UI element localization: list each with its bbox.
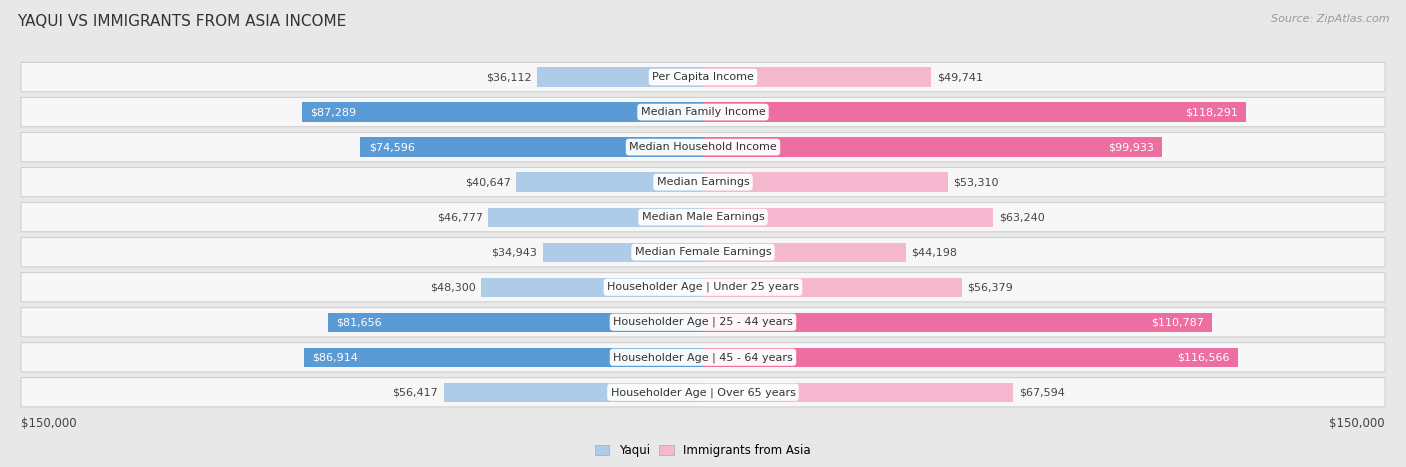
Bar bbox=[703, 277, 962, 297]
Text: $81,656: $81,656 bbox=[336, 317, 382, 327]
FancyBboxPatch shape bbox=[21, 378, 1385, 407]
Text: $53,310: $53,310 bbox=[953, 177, 998, 187]
Legend: Yaqui, Immigrants from Asia: Yaqui, Immigrants from Asia bbox=[591, 439, 815, 462]
FancyBboxPatch shape bbox=[21, 168, 1385, 197]
FancyBboxPatch shape bbox=[21, 203, 1385, 232]
Text: $48,300: $48,300 bbox=[430, 282, 475, 292]
Text: $34,943: $34,943 bbox=[491, 247, 537, 257]
Text: Householder Age | Over 65 years: Householder Age | Over 65 years bbox=[610, 387, 796, 397]
Text: $150,000: $150,000 bbox=[1330, 417, 1385, 431]
Bar bbox=[516, 172, 703, 192]
Bar bbox=[703, 242, 905, 262]
Text: Median Earnings: Median Earnings bbox=[657, 177, 749, 187]
Text: $46,777: $46,777 bbox=[437, 212, 482, 222]
Bar bbox=[444, 382, 703, 402]
Text: YAQUI VS IMMIGRANTS FROM ASIA INCOME: YAQUI VS IMMIGRANTS FROM ASIA INCOME bbox=[17, 14, 346, 29]
Text: $49,741: $49,741 bbox=[936, 72, 983, 82]
Text: Householder Age | 45 - 64 years: Householder Age | 45 - 64 years bbox=[613, 352, 793, 362]
Text: Median Female Earnings: Median Female Earnings bbox=[634, 247, 772, 257]
Text: Median Family Income: Median Family Income bbox=[641, 107, 765, 117]
Text: $110,787: $110,787 bbox=[1150, 317, 1204, 327]
Text: $99,933: $99,933 bbox=[1108, 142, 1154, 152]
Text: $74,596: $74,596 bbox=[368, 142, 415, 152]
Bar bbox=[543, 242, 703, 262]
Text: $63,240: $63,240 bbox=[1000, 212, 1045, 222]
Text: $118,291: $118,291 bbox=[1185, 107, 1239, 117]
FancyBboxPatch shape bbox=[21, 63, 1385, 92]
Bar bbox=[703, 67, 931, 87]
Text: $44,198: $44,198 bbox=[911, 247, 957, 257]
Bar bbox=[703, 312, 1212, 332]
Bar bbox=[488, 207, 703, 227]
Text: $40,647: $40,647 bbox=[465, 177, 510, 187]
FancyBboxPatch shape bbox=[21, 343, 1385, 372]
Bar bbox=[703, 382, 1014, 402]
Text: $36,112: $36,112 bbox=[486, 72, 531, 82]
Text: $56,417: $56,417 bbox=[392, 387, 439, 397]
Text: Householder Age | 25 - 44 years: Householder Age | 25 - 44 years bbox=[613, 317, 793, 327]
Bar bbox=[302, 102, 703, 122]
Text: $116,566: $116,566 bbox=[1178, 352, 1230, 362]
Bar bbox=[703, 347, 1239, 367]
FancyBboxPatch shape bbox=[21, 133, 1385, 162]
FancyBboxPatch shape bbox=[21, 98, 1385, 127]
Text: Per Capita Income: Per Capita Income bbox=[652, 72, 754, 82]
Text: $150,000: $150,000 bbox=[21, 417, 76, 431]
Bar bbox=[703, 102, 1246, 122]
Bar bbox=[328, 312, 703, 332]
Bar bbox=[703, 137, 1161, 157]
Bar bbox=[360, 137, 703, 157]
Bar bbox=[703, 207, 994, 227]
Text: $56,379: $56,379 bbox=[967, 282, 1014, 292]
FancyBboxPatch shape bbox=[21, 238, 1385, 267]
Text: $87,289: $87,289 bbox=[311, 107, 357, 117]
Text: Median Household Income: Median Household Income bbox=[628, 142, 778, 152]
Text: $86,914: $86,914 bbox=[312, 352, 359, 362]
Text: Median Male Earnings: Median Male Earnings bbox=[641, 212, 765, 222]
Bar bbox=[304, 347, 703, 367]
Text: $67,594: $67,594 bbox=[1019, 387, 1064, 397]
Text: Householder Age | Under 25 years: Householder Age | Under 25 years bbox=[607, 282, 799, 292]
FancyBboxPatch shape bbox=[21, 308, 1385, 337]
Bar bbox=[481, 277, 703, 297]
Bar bbox=[703, 172, 948, 192]
FancyBboxPatch shape bbox=[21, 273, 1385, 302]
Bar bbox=[537, 67, 703, 87]
Text: Source: ZipAtlas.com: Source: ZipAtlas.com bbox=[1271, 14, 1389, 24]
